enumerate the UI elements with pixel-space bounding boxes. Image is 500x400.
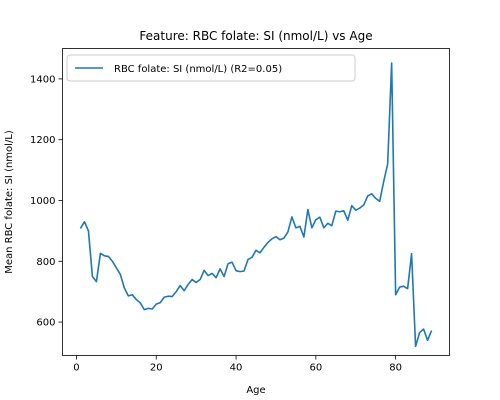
x-tick-label: 60 xyxy=(309,363,322,374)
y-tick-label: 1000 xyxy=(30,196,55,207)
y-tick-label: 800 xyxy=(36,257,55,268)
y-tick-label: 1400 xyxy=(30,74,55,85)
x-tick-label: 0 xyxy=(73,363,79,374)
y-tick-label: 1200 xyxy=(30,135,55,146)
x-tick-label: 80 xyxy=(389,363,402,374)
legend: RBC folate: SI (nmol/L) (R2=0.05) xyxy=(66,54,356,82)
y-tick-label: 600 xyxy=(36,318,55,329)
x-tick-label: 20 xyxy=(150,363,163,374)
y-axis-label: Mean RBC folate: SI (nmol/L) xyxy=(4,130,15,274)
plot-area xyxy=(79,62,433,348)
y-axis: 600 800 1000 1200 1400 xyxy=(30,74,63,329)
series-line xyxy=(79,62,433,348)
chart-title: Feature: RBC folate: SI (nmol/L) vs Age xyxy=(139,29,372,43)
x-tick-label: 40 xyxy=(230,363,243,374)
x-axis-label: Age xyxy=(246,385,265,396)
x-axis: 0 20 40 60 80 xyxy=(73,355,402,374)
legend-label: RBC folate: SI (nmol/L) (R2=0.05) xyxy=(114,64,282,75)
plot-frame xyxy=(62,48,450,356)
legend-box xyxy=(66,54,356,82)
